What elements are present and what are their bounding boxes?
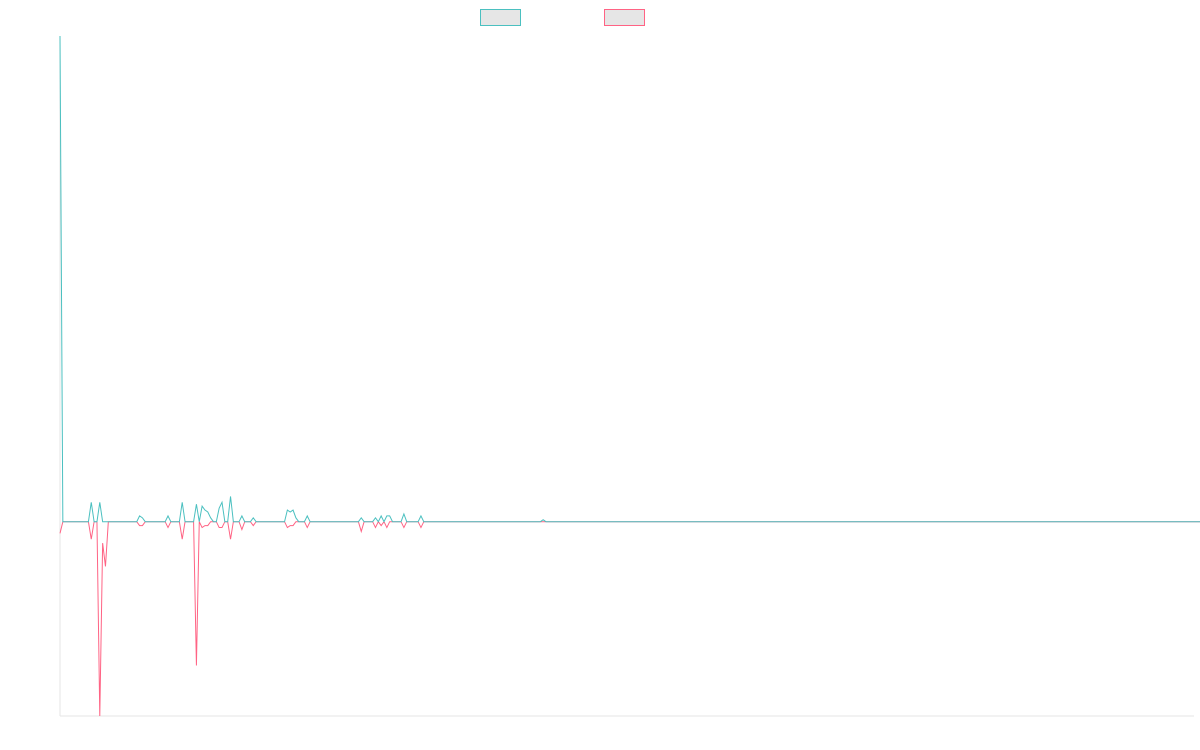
legend-swatch-series-2[interactable]: [604, 9, 645, 26]
legend-swatch-series-1[interactable]: [480, 9, 521, 26]
axes: [59, 36, 1194, 717]
legend: [480, 9, 645, 26]
series-line-1: [59, 35, 1200, 523]
series-line-2: [59, 520, 1200, 717]
plot-area: [59, 35, 1200, 717]
